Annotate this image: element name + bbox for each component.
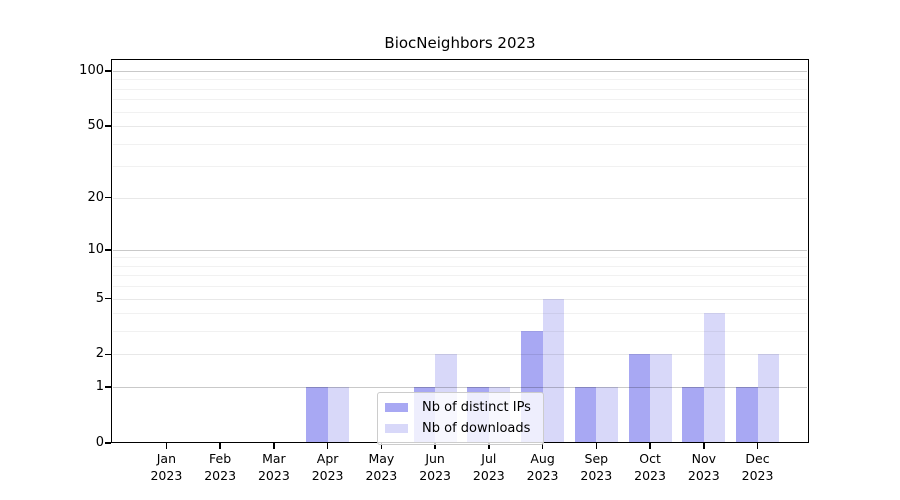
x-tick-label-mar: Mar 2023 [242,450,306,484]
gridline-2 [112,354,808,356]
y-tick-mark-10 [105,248,111,251]
x-tick-year-sep: 2023 [580,468,613,483]
bar-downloads-aug [542,298,565,443]
legend-swatch-downloads-icon [385,424,408,433]
x-tick-year-jan: 2023 [150,468,183,483]
gridline-minor-80 [112,88,808,90]
bar-downloads-nov [703,313,726,443]
chart-title: BiocNeighbors 2023 [384,34,536,52]
x-tick-mark-dec [756,443,759,449]
bar-distinct-ips-nov [682,387,704,443]
gridline-10 [112,249,808,251]
x-tick-label-may: May 2023 [349,450,413,484]
legend-item-downloads: Nb of downloads [385,419,531,438]
x-tick-mark-apr [326,443,329,449]
bar-distinct-ips-dec [736,387,758,443]
x-tick-year-may: 2023 [365,468,398,483]
y-tick-mark-50 [105,125,111,127]
bar-downloads-sep [596,387,618,443]
y-tick-mark-5 [105,297,111,300]
gridline-minor-90 [112,79,808,81]
legend: Nb of distinct IPs Nb of downloads [377,392,544,445]
y-tick-label-2: 2 [95,346,104,362]
gridline-50 [112,126,808,128]
bar-downloads-apr [327,387,350,443]
legend-item-distinct-ips: Nb of distinct IPs [385,398,531,417]
y-tick-mark-2 [105,353,111,356]
legend-swatch-distinct-ips-icon [385,403,408,412]
x-tick-mark-mar [273,443,275,449]
y-tick-mark-100 [105,70,111,72]
x-tick-label-oct: Oct 2023 [618,450,682,484]
x-tick-label-aug: Aug 2023 [511,450,575,484]
x-tick-mark-jan [165,443,168,449]
bar-distinct-ips-oct [628,354,651,443]
gridline-minor-70 [112,99,808,101]
x-tick-mark-aug [541,443,544,449]
x-tick-mark-jun [434,443,436,449]
gridline-minor-3 [112,331,808,333]
y-tick-mark-0 [105,442,111,444]
gridline-5 [112,298,808,300]
gridline-minor-4 [112,313,808,315]
x-tick-year-aug: 2023 [526,468,559,483]
y-tick-label-1: 1 [95,379,104,395]
x-tick-label-jun: Jun 2023 [403,450,467,484]
x-tick-year-jul: 2023 [472,468,505,483]
x-tick-mark-sep [595,443,598,449]
gridline-20 [112,197,808,199]
bar-distinct-ips-apr [306,387,328,443]
x-tick-year-nov: 2023 [687,468,720,483]
gridline-minor-9 [112,257,808,259]
bar-downloads-oct [650,354,672,443]
y-tick-mark-20 [105,196,111,199]
legend-label-distinct-ips: Nb of distinct IPs [422,400,531,415]
x-tick-mark-oct [649,443,651,449]
x-tick-label-dec: Dec 2023 [726,450,790,484]
gridline-minor-8 [112,265,808,267]
legend-label-downloads: Nb of downloads [422,421,531,436]
x-tick-label-jan: Jan 2023 [134,450,198,484]
x-tick-year-oct: 2023 [634,468,666,483]
bar-distinct-ips-sep [574,387,597,443]
y-tick-label-50: 50 [87,118,104,134]
x-tick-label-jul: Jul 2023 [457,450,521,484]
y-tick-mark-1 [105,386,111,388]
x-tick-label-nov: Nov 2023 [672,450,736,484]
y-tick-label-5: 5 [95,290,104,306]
x-tick-mark-jul [488,443,490,449]
gridline-minor-30 [112,166,808,168]
x-tick-year-mar: 2023 [257,468,290,483]
gridline-100 [112,71,808,72]
y-tick-label-10: 10 [87,241,104,257]
bar-downloads-dec [757,354,780,443]
x-tick-mark-nov [703,443,705,449]
x-tick-label-feb: Feb 2023 [188,450,252,484]
x-tick-mark-may [380,443,383,449]
x-tick-label-apr: Apr 2023 [296,450,360,484]
x-tick-label-sep: Sep 2023 [564,450,628,484]
x-tick-year-dec: 2023 [741,468,774,483]
y-tick-label-20: 20 [87,189,104,205]
x-tick-year-feb: 2023 [204,468,237,483]
x-tick-year-jun: 2023 [419,468,451,483]
gridline-minor-6 [112,286,808,288]
x-tick-mark-feb [219,443,221,449]
gridline-1 [112,387,808,389]
y-tick-label-0: 0 [95,435,104,450]
gridline-minor-60 [112,111,808,113]
y-tick-label-100: 100 [79,63,104,78]
gridline-minor-7 [112,275,808,277]
x-tick-year-apr: 2023 [311,468,344,483]
gridline-minor-40 [112,143,808,145]
